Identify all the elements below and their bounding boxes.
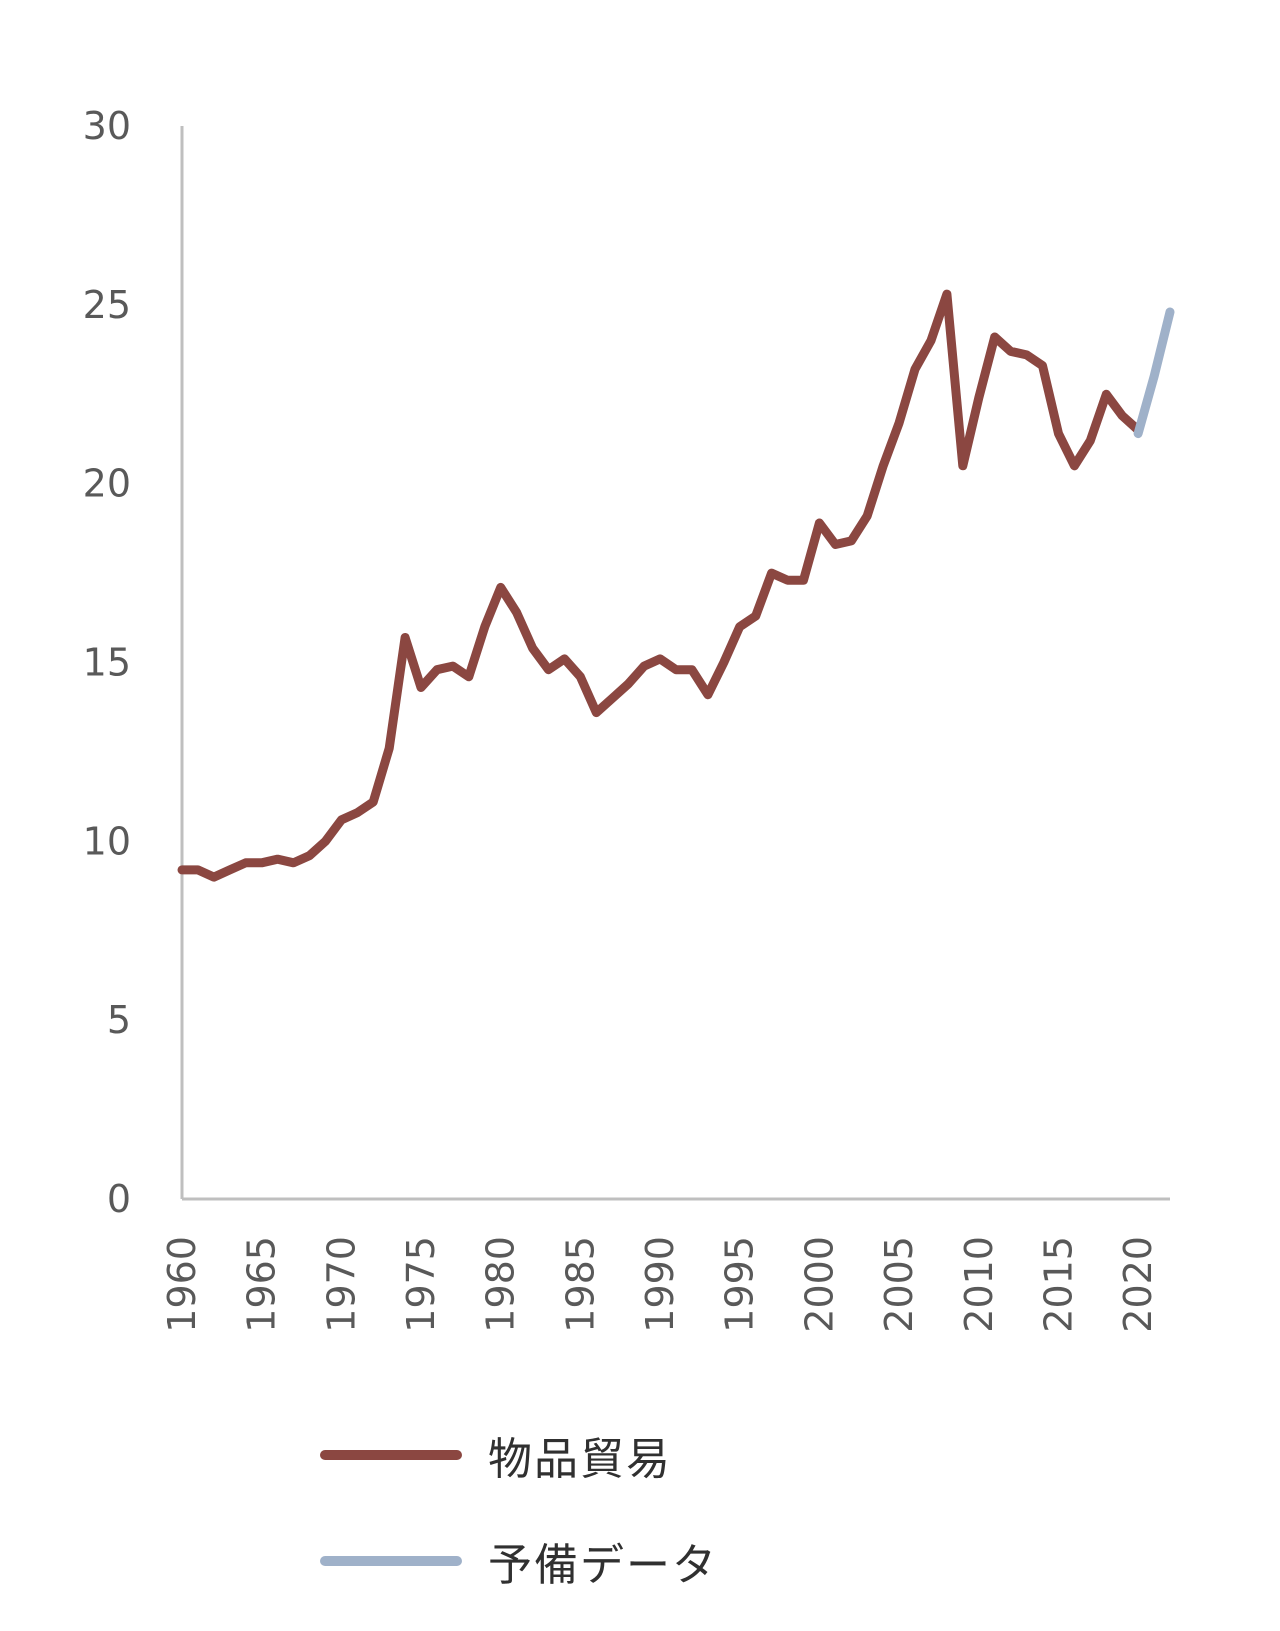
y-tick-label: 5 [107, 998, 131, 1042]
series-line-preliminary [1133, 307, 1175, 439]
x-tick-label: 1985 [558, 1236, 602, 1333]
y-tick-labels: 0 5 10 15 20 25 30 [83, 104, 131, 1221]
x-tick-label: 1975 [399, 1236, 443, 1333]
x-tick-label: 1960 [160, 1236, 204, 1333]
x-tick-label: 1980 [479, 1236, 523, 1333]
y-tick-label: 30 [83, 104, 131, 148]
x-tick-label: 1990 [638, 1236, 682, 1333]
y-tick-label: 15 [83, 641, 131, 685]
legend-label-preliminary: 予備データ [488, 1540, 718, 1591]
x-tick-label: 2020 [1116, 1236, 1160, 1333]
legend-label-goods-trade: 物品貿易 [488, 1434, 672, 1485]
legend-swatch-goods-trade [320, 1450, 462, 1460]
y-tick-label: 0 [107, 1177, 131, 1221]
legend-item-preliminary: 予備データ [320, 1516, 718, 1606]
legend: 物品貿易 予備データ [320, 1410, 718, 1622]
legend-item-goods-trade: 物品貿易 [320, 1410, 718, 1500]
x-tick-label: 1965 [240, 1236, 284, 1333]
x-tick-label: 2000 [797, 1236, 841, 1333]
y-tick-label: 25 [83, 283, 131, 327]
x-tick-label: 2015 [1036, 1236, 1080, 1333]
x-tick-label: 2010 [957, 1236, 1001, 1333]
x-tick-label: 2005 [877, 1236, 921, 1333]
legend-swatch-preliminary [320, 1556, 462, 1566]
x-tick-label: 1970 [319, 1236, 363, 1333]
line-chart: 0 5 10 15 20 25 30 1960 1965 1970 1975 1980 1985 199… [83, 104, 1175, 1333]
x-tick-label: 1995 [718, 1236, 762, 1333]
x-tick-labels: 1960 1965 1970 1975 1980 1985 1990 1995 2000 2005… [160, 1236, 1160, 1333]
series-layer [177, 289, 1175, 882]
y-tick-label: 10 [83, 819, 131, 863]
series-line-goods-trade [177, 289, 1143, 882]
y-tick-label: 20 [83, 462, 131, 506]
